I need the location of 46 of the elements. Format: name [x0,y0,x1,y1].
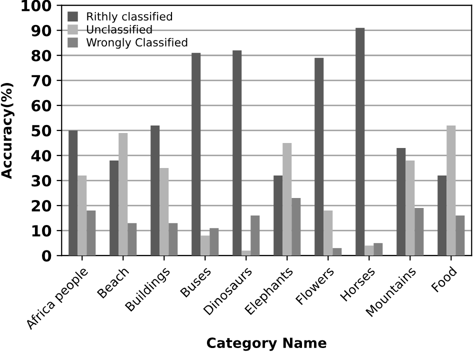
y-tick-label: 20 [32,200,52,212]
y-tick-label: 90 [31,24,52,36]
y-tick-label: 30 [32,174,52,187]
bar [192,52,201,256]
legend-label: Unclassified [87,24,152,34]
bar [110,160,119,256]
legend-label: Rithly classified [87,12,172,23]
bar [396,148,406,256]
bar [78,176,87,256]
bar [282,142,292,256]
y-tick-label: 70 [32,74,52,86]
bar [274,176,283,256]
y-axis-title: Accuracy(%) [0,83,14,180]
bar [414,208,424,256]
bar [210,228,219,256]
bar [406,160,415,256]
bar [150,125,160,256]
bar [314,58,324,256]
bar [86,210,96,256]
bar [200,236,210,256]
bar [232,50,242,256]
legend-label: Wrongly Classified [86,38,188,49]
y-tick-label: 10 [32,225,52,237]
y-tick-label: 60 [32,100,52,112]
bar [332,248,342,256]
y-tick-label: 50 [32,124,52,136]
bar [356,28,365,256]
bar [324,210,333,256]
y-tick-label: 0 [42,250,52,262]
x-axis-title: Category Name [206,338,326,351]
y-tick-label: 80 [32,50,52,62]
bar [374,243,383,256]
y-tick-label: 40 [31,150,52,162]
y-tick-label: 100 [22,0,52,12]
bar [438,176,447,256]
bar [168,223,178,256]
bar [292,198,301,256]
bar [250,216,260,256]
bar [68,130,78,256]
bar [242,250,251,256]
bar [160,168,169,256]
bar [364,246,374,256]
bar [128,223,137,256]
bar [118,132,128,256]
bar [456,216,465,256]
bar [446,125,456,256]
